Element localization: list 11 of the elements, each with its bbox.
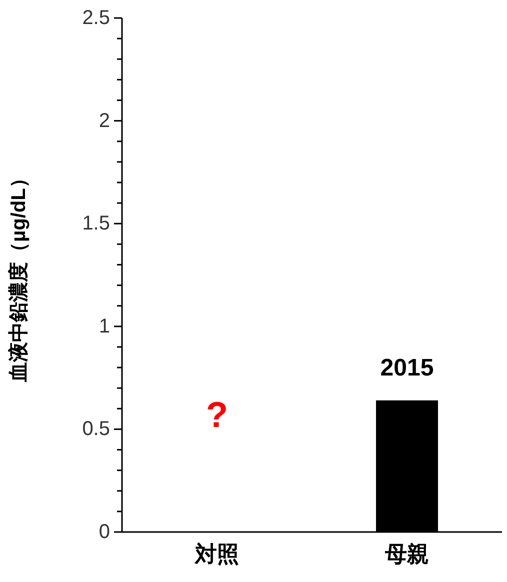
y-tick-label: 1 (98, 315, 110, 338)
annotation: ? (206, 394, 228, 435)
y-axis-title: 血液中鉛濃度（µg/dL） (7, 168, 30, 383)
y-tick-label: 2.5 (82, 7, 110, 29)
x-tick-label: 母親 (384, 542, 429, 567)
y-tick-label: 0.5 (82, 418, 110, 440)
x-tick-label: 対照 (194, 542, 239, 567)
annotation: 2015 (380, 354, 434, 382)
y-tick-label: 0 (98, 521, 110, 543)
y-tick-label: 2 (98, 110, 110, 132)
y-tick-label: 1.5 (82, 212, 110, 235)
